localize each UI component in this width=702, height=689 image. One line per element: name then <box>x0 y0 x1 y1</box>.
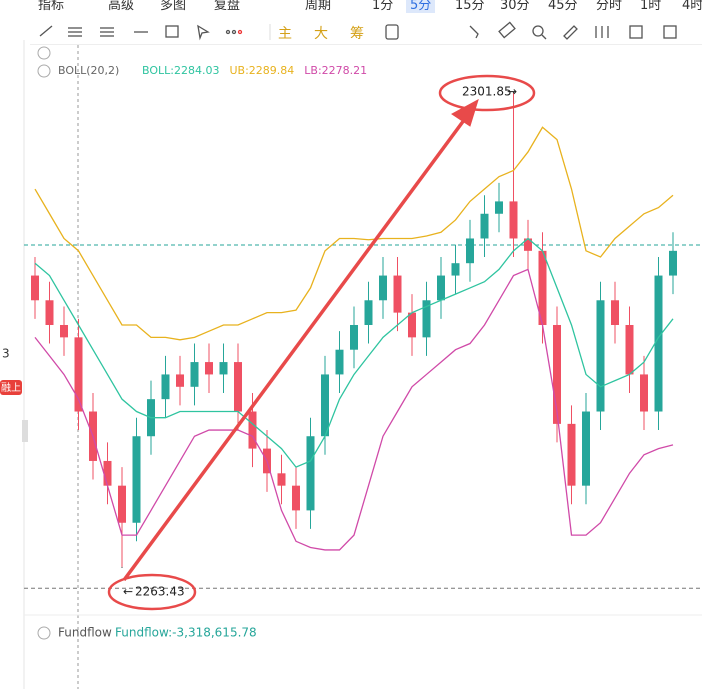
interval[interactable]: 30分 <box>500 0 530 13</box>
candle-body <box>393 275 402 313</box>
candle-body <box>219 362 228 375</box>
candle-body <box>538 250 547 325</box>
candle-body <box>509 201 518 239</box>
tool-row: 主 大 筹 <box>30 20 702 45</box>
candle-body <box>350 324 358 350</box>
pane-value: Fundflow:-3,318,615.78 <box>115 626 257 640</box>
candle-body <box>654 275 663 412</box>
candle-body <box>437 275 445 301</box>
candle-body <box>451 263 460 276</box>
candle-body <box>422 300 431 338</box>
candle-body <box>640 374 648 412</box>
menu-item[interactable]: 复盘 <box>214 0 241 13</box>
candle-body <box>582 411 590 486</box>
candle-body <box>132 436 141 523</box>
candle-body <box>89 411 97 461</box>
candle-body <box>263 448 271 474</box>
candle-body <box>45 300 54 325</box>
legend-entry: BOLL:2284.03 <box>142 64 219 77</box>
candle-body <box>248 411 257 449</box>
candle-body <box>379 275 387 301</box>
edge-text: 3 <box>2 347 10 361</box>
legend-entry: LB:2278.21 <box>304 64 367 77</box>
band-line <box>34 126 674 341</box>
menu-item[interactable]: 指标 <box>38 0 65 13</box>
candle-body <box>74 337 83 412</box>
highlight <box>107 573 197 611</box>
candle-body <box>524 238 532 251</box>
interval[interactable]: 5分 <box>406 0 436 13</box>
candle-body <box>567 423 576 486</box>
candle-body <box>161 374 170 400</box>
toolbar: 指标 高级 多图 复盘 周期 1分 5分 15分 30分 45分 分时 1时 4… <box>0 0 702 13</box>
interval[interactable]: 15分 <box>455 0 485 13</box>
annotation-arrow: ← <box>123 585 133 599</box>
badge <box>0 380 22 395</box>
interval[interactable]: 1分 <box>372 0 394 13</box>
band-line <box>34 268 674 551</box>
candle-body <box>321 374 329 437</box>
interval[interactable]: 45分 <box>548 0 578 13</box>
candle-body <box>292 485 300 511</box>
tool-button[interactable]: 筹 <box>350 26 364 42</box>
menu-item[interactable]: 高级 <box>108 0 135 13</box>
menu-item[interactable]: 周期 <box>305 0 332 13</box>
band-line <box>34 237 674 468</box>
candle-body <box>277 473 286 486</box>
candle-body <box>669 250 677 276</box>
candle-body <box>480 213 489 239</box>
collapse-button[interactable] <box>37 46 51 60</box>
side-handle[interactable] <box>22 420 28 442</box>
collapse-button[interactable] <box>37 626 51 640</box>
tool-button[interactable]: 大 <box>314 26 328 42</box>
highlight <box>438 74 536 112</box>
arrow <box>122 110 472 582</box>
candle-body <box>625 324 634 375</box>
candle-body <box>611 300 619 325</box>
annotation: 2301.85 <box>462 85 512 99</box>
annotation-arrow: → <box>507 85 517 99</box>
candle-body <box>60 324 68 338</box>
candle-body <box>176 374 184 387</box>
interval[interactable]: 4时 <box>682 0 702 13</box>
candle-body <box>553 324 561 424</box>
candle-body <box>306 436 315 511</box>
tool-icons <box>39 21 677 41</box>
candle-body <box>408 312 416 338</box>
candle-body <box>364 300 373 325</box>
candle-body <box>205 362 213 375</box>
interval[interactable]: 分时 <box>596 0 623 13</box>
candle-body <box>118 485 126 523</box>
candle-body <box>190 362 199 387</box>
annotation: 2263.43 <box>135 585 185 599</box>
candle-body <box>596 300 605 412</box>
candle-body <box>103 460 112 486</box>
legend-entry: UB:2289.84 <box>229 64 294 77</box>
candle-body <box>31 275 39 301</box>
tool-button[interactable]: 主 <box>278 26 292 42</box>
menu-item[interactable]: 多图 <box>160 0 187 13</box>
candle-body <box>234 362 242 412</box>
pane-title: Fundflow <box>58 626 112 640</box>
interval[interactable]: 1时 <box>640 0 662 13</box>
indicator-name: BOLL(20,2) <box>58 64 119 77</box>
collapse-button[interactable] <box>37 64 51 78</box>
candle-body <box>495 201 503 214</box>
candle-body <box>466 238 474 264</box>
badge-text: 融上 <box>1 382 21 394</box>
candle-body <box>147 399 155 437</box>
candle-body <box>335 349 344 375</box>
arrow-head <box>451 98 479 127</box>
